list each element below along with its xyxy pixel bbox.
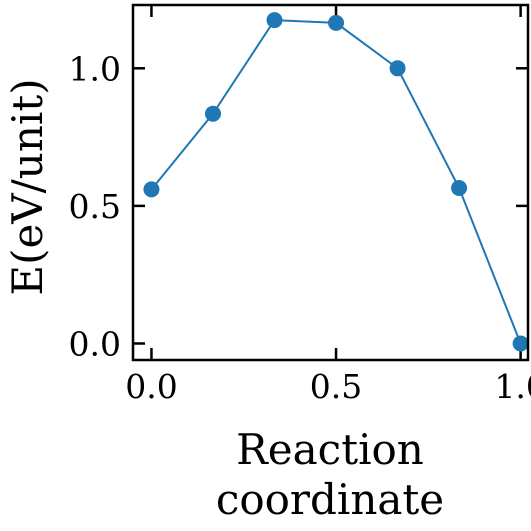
x-axis-label-line-1: Reaction <box>236 425 424 474</box>
x-tick-label-1: 0.5 <box>310 367 362 406</box>
series-line-0 <box>150 19 522 344</box>
data-point-4 <box>389 60 406 77</box>
y-tick-label-2: 1.0 <box>69 49 121 88</box>
data-point-3 <box>328 14 345 31</box>
data-point-1 <box>204 105 221 122</box>
plot-frame <box>131 3 530 362</box>
y-axis-label: E(eV/unit) <box>3 78 52 295</box>
ticks-layer: 0.0 0.5 1.0 0.0 0.5 1.0 <box>69 5 531 406</box>
y-tick-label-0: 0.0 <box>69 324 121 363</box>
data-point-6 <box>512 335 529 352</box>
data-point-5 <box>451 180 468 197</box>
data-point-0 <box>143 181 160 198</box>
x-axis-label-line-2: coordinate <box>216 475 444 524</box>
data-point-2 <box>266 12 283 29</box>
series-layer <box>143 12 529 352</box>
x-tick-label-2: 1.0 <box>494 367 531 406</box>
y-tick-label-1: 0.5 <box>69 187 121 226</box>
x-tick-label-0: 0.0 <box>125 367 177 406</box>
